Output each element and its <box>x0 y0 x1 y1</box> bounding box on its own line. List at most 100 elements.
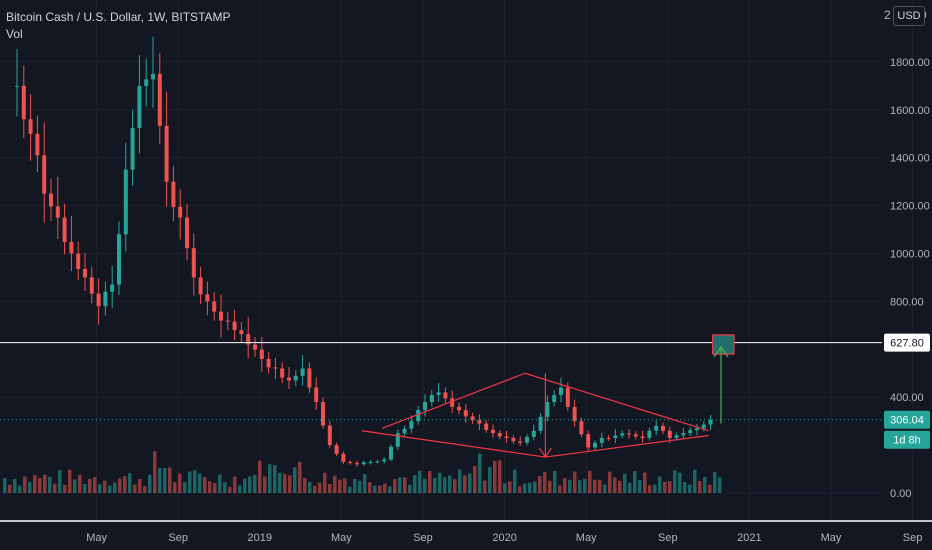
candle-body[interactable] <box>586 434 591 448</box>
candle-body[interactable] <box>76 253 81 269</box>
candle-body[interactable] <box>69 241 74 254</box>
candle-body[interactable] <box>674 435 679 438</box>
candle-body[interactable] <box>429 394 434 402</box>
candle-body[interactable] <box>525 436 529 443</box>
candle-body[interactable] <box>341 453 346 462</box>
candle-body[interactable] <box>239 330 244 335</box>
candle-body[interactable] <box>620 433 625 436</box>
candle-body[interactable] <box>164 125 169 182</box>
candle-body[interactable] <box>667 430 672 438</box>
candle-body[interactable] <box>436 392 441 395</box>
candle-body[interactable] <box>593 442 597 448</box>
pattern-trendline[interactable] <box>524 372 709 432</box>
candle-body[interactable] <box>49 193 53 207</box>
candle-body[interactable] <box>110 284 115 292</box>
candle-body[interactable] <box>55 206 60 218</box>
candle-body[interactable] <box>382 459 387 462</box>
candle-body[interactable] <box>144 79 149 86</box>
target-box[interactable] <box>711 334 735 355</box>
candle-body[interactable] <box>681 433 686 436</box>
candle-body[interactable] <box>565 387 570 407</box>
candle-body[interactable] <box>327 425 332 446</box>
candle-body[interactable] <box>314 387 319 402</box>
candle-body[interactable] <box>28 119 33 134</box>
candle-body[interactable] <box>552 395 557 402</box>
candle-body[interactable] <box>627 433 631 435</box>
candle-body[interactable] <box>688 430 693 434</box>
candle-body[interactable] <box>259 349 264 359</box>
last-price-tag[interactable]: 306.04 <box>890 415 924 427</box>
candle-body[interactable] <box>368 461 373 463</box>
candle-body[interactable] <box>300 368 305 376</box>
candle-body[interactable] <box>191 248 196 278</box>
candle-body[interactable] <box>334 445 339 454</box>
candle-body[interactable] <box>83 268 87 278</box>
candle-body[interactable] <box>572 406 577 422</box>
candle-body[interactable] <box>348 461 353 464</box>
candle-body[interactable] <box>559 387 563 396</box>
candle-body[interactable] <box>511 437 516 442</box>
candle-body[interactable] <box>273 367 278 369</box>
candle-body[interactable] <box>640 436 645 438</box>
candle-body[interactable] <box>633 434 638 437</box>
pattern-trendline[interactable] <box>361 430 546 458</box>
candle-body[interactable] <box>613 435 618 439</box>
candle-body[interactable] <box>423 401 427 411</box>
candle-body[interactable] <box>253 344 257 350</box>
level-price-tag[interactable]: 627.80 <box>890 338 924 350</box>
candle-body[interactable] <box>491 429 495 434</box>
candle-body[interactable] <box>171 181 176 207</box>
candle-body[interactable] <box>579 421 584 435</box>
candle-body[interactable] <box>497 433 502 437</box>
candle-body[interactable] <box>402 428 407 434</box>
candle-body[interactable] <box>232 321 237 331</box>
candle-body[interactable] <box>531 430 536 437</box>
candle-body[interactable] <box>96 293 101 307</box>
candle-body[interactable] <box>266 358 271 368</box>
candle-body[interactable] <box>123 169 128 235</box>
candle-body[interactable] <box>484 423 489 430</box>
candle-body[interactable] <box>103 291 108 307</box>
candle-body[interactable] <box>355 463 359 465</box>
candle-body[interactable] <box>457 406 461 411</box>
candle-body[interactable] <box>198 277 203 295</box>
candle-body[interactable] <box>463 410 468 417</box>
candle-body[interactable] <box>178 206 183 218</box>
candle-body[interactable] <box>205 294 210 302</box>
candle-body[interactable] <box>375 461 380 463</box>
pattern-trendline[interactable] <box>381 372 526 429</box>
candle-body[interactable] <box>225 320 230 322</box>
candle-body[interactable] <box>654 425 659 431</box>
candle-body[interactable] <box>606 437 611 439</box>
candle-body[interactable] <box>137 85 142 129</box>
candle-body[interactable] <box>212 301 217 312</box>
candle-body[interactable] <box>361 462 366 465</box>
candle-body[interactable] <box>15 85 19 87</box>
candle-body[interactable] <box>21 85 26 120</box>
candle-body[interactable] <box>157 73 162 126</box>
candle-body[interactable] <box>450 398 455 407</box>
candle-body[interactable] <box>409 421 414 429</box>
candle-body[interactable] <box>661 425 665 431</box>
volume-indicator-label[interactable]: Vol <box>6 27 23 41</box>
candle-body[interactable] <box>293 375 298 381</box>
candle-body[interactable] <box>321 401 325 426</box>
candle-body[interactable] <box>518 441 523 443</box>
candle-body[interactable] <box>395 433 400 447</box>
candle-body[interactable] <box>443 392 448 399</box>
candle-body[interactable] <box>647 430 652 438</box>
candle-body[interactable] <box>416 410 421 422</box>
candle-body[interactable] <box>287 377 291 381</box>
candle-body[interactable] <box>42 155 47 194</box>
candle-body[interactable] <box>695 428 699 431</box>
candle-body[interactable] <box>470 416 475 421</box>
candle-body[interactable] <box>504 436 509 438</box>
candle-body[interactable] <box>477 420 482 424</box>
candle-body[interactable] <box>599 437 604 443</box>
candle-body[interactable] <box>280 368 285 378</box>
candle-body[interactable] <box>89 277 94 294</box>
candle-body[interactable] <box>151 73 155 80</box>
candle-body[interactable] <box>538 416 543 431</box>
candle-body[interactable] <box>389 446 393 460</box>
